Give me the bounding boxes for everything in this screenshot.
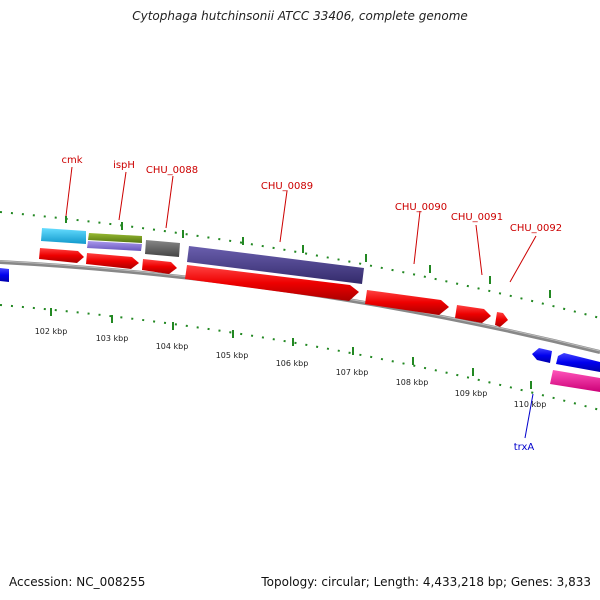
forward-cds-track — [0, 248, 508, 327]
leader-lines-red — [65, 166, 537, 283]
right-cog-block-blue — [556, 353, 600, 372]
kbp-label-108: 108 kbp — [396, 378, 429, 387]
kbp-label-107: 107 kbp — [336, 368, 369, 377]
kbp-label-103: 103 kbp — [96, 334, 129, 343]
kbp-label-109: 109 kbp — [455, 389, 488, 398]
kbp-label-104: 104 kbp — [156, 342, 189, 351]
right-cog-block-magenta — [550, 370, 600, 392]
gene-label-chu0092: CHU_0092 — [510, 223, 562, 234]
gene-label-chu0090: CHU_0090 — [395, 202, 447, 213]
chu0091-cds — [455, 305, 491, 323]
kbp-label-102: 102 kbp — [35, 327, 68, 336]
cmk-cog-block — [41, 228, 86, 244]
chu0092-cds — [495, 312, 508, 327]
inner-major-ticks — [50, 308, 532, 389]
chu0089-cog-block — [187, 246, 364, 284]
accession-text: Accession: NC_008255 — [9, 575, 146, 589]
trxa-cds — [532, 348, 552, 363]
isph-cog-block-lavender — [87, 241, 142, 251]
kbp-labels: 102 kbp 103 kbp 104 kbp 105 kbp 106 kbp … — [35, 327, 547, 409]
title: Cytophaga hutchinsonii ATCC 33406, compl… — [132, 9, 468, 23]
gene-label-cmk: cmk — [61, 155, 82, 166]
cog-track — [41, 228, 600, 392]
gene-label-isph: ispH — [113, 160, 135, 171]
genome-summary-text: Topology: circular; Length: 4,433,218 bp… — [261, 575, 591, 589]
isph-cds — [86, 253, 139, 269]
chu0088-cog-block — [145, 240, 180, 257]
kbp-label-110: 110 kbp — [514, 400, 547, 409]
cmk-cds — [39, 248, 84, 263]
outer-major-ticks — [65, 216, 551, 298]
gene-label-chu0089: CHU_0089 — [261, 181, 313, 192]
gene-labels: cmk ispH CHU_0088 CHU_0089 CHU_0090 CHU_… — [61, 155, 562, 453]
gene-label-chu0088: CHU_0088 — [146, 165, 198, 176]
isph-cog-block-olive — [88, 233, 142, 243]
chu0088-cds — [142, 259, 177, 274]
kbp-label-105: 105 kbp — [216, 351, 249, 360]
leader-lines-blue — [524, 393, 534, 439]
gene-label-trxa: trxA — [514, 442, 535, 453]
chu0089-cds — [185, 265, 359, 301]
left-edge-reverse-cds — [0, 268, 9, 282]
chu0090-cds — [365, 290, 449, 315]
inner-tick-ring — [0, 304, 600, 411]
gene-label-chu0091: CHU_0091 — [451, 212, 503, 223]
kbp-label-106: 106 kbp — [276, 359, 309, 368]
